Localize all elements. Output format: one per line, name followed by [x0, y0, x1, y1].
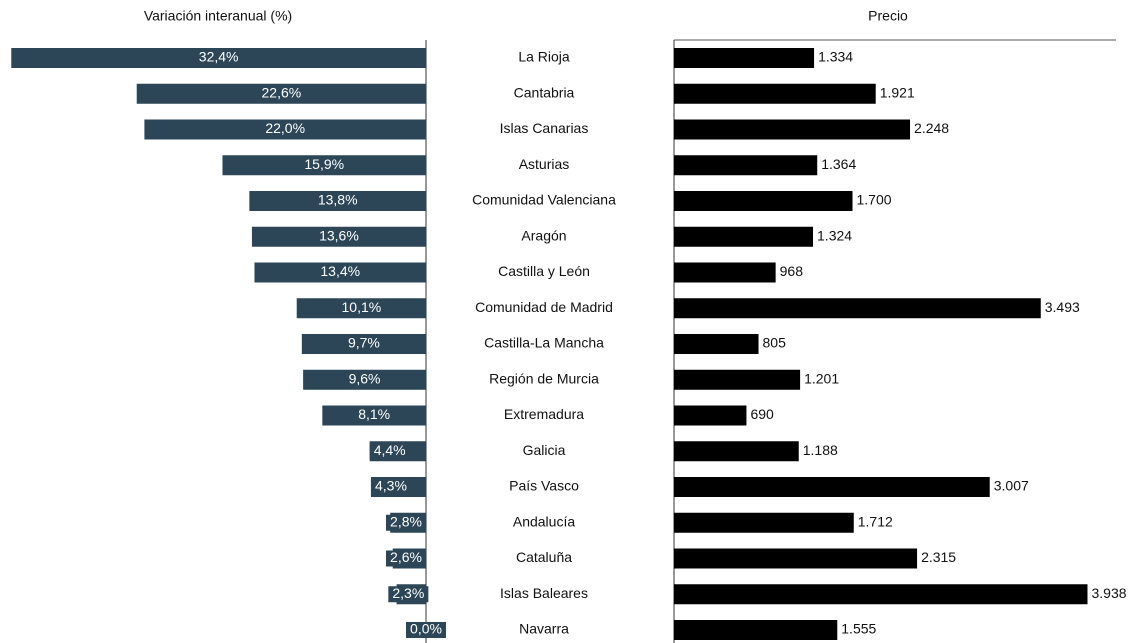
bar — [674, 512, 854, 533]
value-label: 4,4% — [374, 442, 406, 458]
bar — [11, 48, 427, 68]
label-box — [406, 622, 446, 638]
value-label: 10,1% — [342, 299, 382, 315]
bar — [674, 155, 818, 176]
category-label: Cataluña — [516, 549, 572, 565]
category-label: Andalucía — [513, 513, 575, 529]
bar — [136, 83, 426, 104]
label-box — [386, 550, 426, 567]
value-label: 3.007 — [994, 478, 1029, 494]
label-box — [386, 514, 426, 531]
bar — [674, 405, 747, 426]
value-label: 1.188 — [803, 442, 838, 458]
value-label: 0,0% — [410, 621, 442, 637]
bar — [322, 405, 426, 426]
value-label: 32,4% — [199, 49, 239, 65]
bar — [674, 83, 876, 104]
value-label: 13,8% — [318, 192, 358, 208]
bar — [251, 226, 426, 247]
category-label: Comunidad de Madrid — [475, 299, 613, 315]
bar — [254, 262, 426, 283]
bar — [674, 334, 759, 354]
bar — [296, 298, 426, 319]
value-label: 4,3% — [375, 478, 407, 494]
value-label: 2,3% — [392, 585, 424, 601]
value-label: 1.364 — [821, 156, 856, 172]
category-label: Región de Murcia — [489, 370, 599, 386]
value-label: 2.315 — [921, 549, 956, 565]
value-label: 2.248 — [914, 120, 949, 136]
category-label: Aragón — [521, 227, 566, 243]
category-label: Navarra — [519, 621, 569, 637]
value-label: 1.334 — [818, 49, 853, 65]
bar — [674, 369, 801, 390]
category-label: Galicia — [523, 442, 566, 458]
value-label: 1.324 — [817, 227, 852, 243]
value-label: 13,6% — [319, 227, 359, 243]
bar — [674, 548, 918, 569]
category-label: Castilla y León — [498, 263, 590, 279]
category-label: Cantabria — [514, 84, 575, 100]
bar — [301, 334, 426, 354]
label-box — [370, 479, 411, 495]
bar — [303, 369, 426, 390]
bar — [674, 477, 990, 497]
bar — [674, 226, 814, 247]
label-box — [388, 586, 429, 603]
value-label: 805 — [763, 335, 787, 351]
bar — [674, 441, 799, 462]
category-label: Extremadura — [504, 406, 584, 422]
value-label: 1.700 — [857, 192, 892, 208]
value-label: 2,8% — [390, 513, 422, 529]
value-label: 15,9% — [304, 156, 344, 172]
value-label: 22,6% — [262, 84, 302, 100]
value-label: 690 — [750, 406, 774, 422]
category-label: País Vasco — [509, 478, 579, 494]
bar — [674, 298, 1041, 319]
bar — [674, 584, 1088, 605]
chart-title: Variación interanual (%) — [144, 8, 292, 24]
category-label: Castilla-La Mancha — [484, 335, 604, 351]
category-label: Asturias — [519, 156, 570, 172]
value-label: 2,6% — [390, 549, 422, 565]
label-box — [369, 443, 410, 460]
chart-title: Precio — [868, 8, 908, 24]
bar — [674, 191, 853, 211]
category-label: Comunidad Valenciana — [472, 192, 616, 208]
value-label: 22,0% — [265, 120, 305, 136]
bar — [222, 155, 426, 176]
value-label: 8,1% — [358, 406, 390, 422]
value-label: 968 — [780, 263, 804, 279]
value-label: 1.201 — [804, 370, 839, 386]
value-label: 9,7% — [348, 335, 380, 351]
value-label: 1.712 — [858, 513, 893, 529]
value-label: 1.555 — [841, 621, 876, 637]
value-label: 13,4% — [320, 263, 360, 279]
value-label: 9,6% — [349, 370, 381, 386]
category-label: Islas Baleares — [500, 585, 588, 601]
category-label: Islas Canarias — [500, 120, 589, 136]
bar — [674, 48, 815, 68]
value-label: 3.493 — [1045, 299, 1080, 315]
value-label: 3.938 — [1091, 585, 1126, 601]
value-label: 1.921 — [880, 84, 915, 100]
bar — [249, 191, 426, 211]
bar — [144, 119, 426, 140]
bar — [674, 262, 776, 283]
bar — [674, 620, 838, 640]
bar — [674, 119, 911, 140]
category-label: La Rioja — [518, 49, 570, 65]
